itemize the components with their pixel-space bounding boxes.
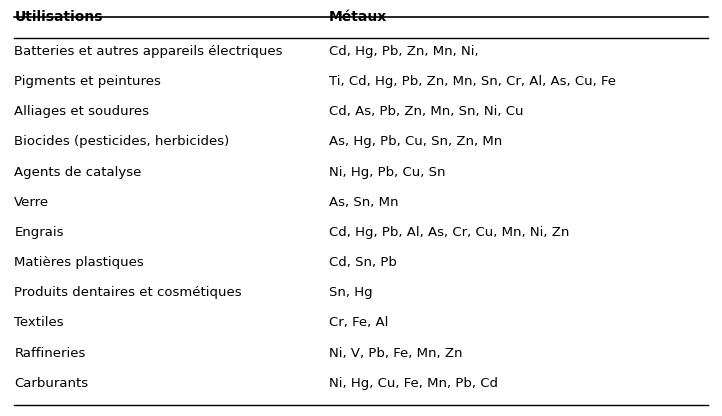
Text: Cr, Fe, Al: Cr, Fe, Al <box>329 317 388 329</box>
Text: Pigments et peintures: Pigments et peintures <box>14 75 161 88</box>
Text: As, Hg, Pb, Cu, Sn, Zn, Mn: As, Hg, Pb, Cu, Sn, Zn, Mn <box>329 136 503 149</box>
Text: Alliages et soudures: Alliages et soudures <box>14 105 149 118</box>
Text: Ti, Cd, Hg, Pb, Zn, Mn, Sn, Cr, Al, As, Cu, Fe: Ti, Cd, Hg, Pb, Zn, Mn, Sn, Cr, Al, As, … <box>329 75 616 88</box>
Text: Biocides (pesticides, herbicides): Biocides (pesticides, herbicides) <box>14 136 230 149</box>
Text: Métaux: Métaux <box>329 10 388 24</box>
Text: Utilisations: Utilisations <box>14 10 103 24</box>
Text: Carburants: Carburants <box>14 377 88 390</box>
Text: Cd, Hg, Pb, Zn, Mn, Ni,: Cd, Hg, Pb, Zn, Mn, Ni, <box>329 45 479 58</box>
Text: Cd, Hg, Pb, Al, As, Cr, Cu, Mn, Ni, Zn: Cd, Hg, Pb, Al, As, Cr, Cu, Mn, Ni, Zn <box>329 226 570 239</box>
Text: Sn, Hg: Sn, Hg <box>329 286 373 299</box>
Text: Batteries et autres appareils électriques: Batteries et autres appareils électrique… <box>14 45 283 58</box>
Text: Produits dentaires et cosmétiques: Produits dentaires et cosmétiques <box>14 286 242 299</box>
Text: Cd, Sn, Pb: Cd, Sn, Pb <box>329 256 397 269</box>
Text: Cd, As, Pb, Zn, Mn, Sn, Ni, Cu: Cd, As, Pb, Zn, Mn, Sn, Ni, Cu <box>329 105 523 118</box>
Text: Ni, Hg, Pb, Cu, Sn: Ni, Hg, Pb, Cu, Sn <box>329 166 445 178</box>
Text: Ni, Hg, Cu, Fe, Mn, Pb, Cd: Ni, Hg, Cu, Fe, Mn, Pb, Cd <box>329 377 498 390</box>
Text: Agents de catalyse: Agents de catalyse <box>14 166 142 178</box>
Text: Textiles: Textiles <box>14 317 64 329</box>
Text: Engrais: Engrais <box>14 226 64 239</box>
Text: Verre: Verre <box>14 196 49 209</box>
Text: Raffineries: Raffineries <box>14 347 86 359</box>
Text: Matières plastiques: Matières plastiques <box>14 256 144 269</box>
Text: As, Sn, Mn: As, Sn, Mn <box>329 196 399 209</box>
Text: Ni, V, Pb, Fe, Mn, Zn: Ni, V, Pb, Fe, Mn, Zn <box>329 347 463 359</box>
